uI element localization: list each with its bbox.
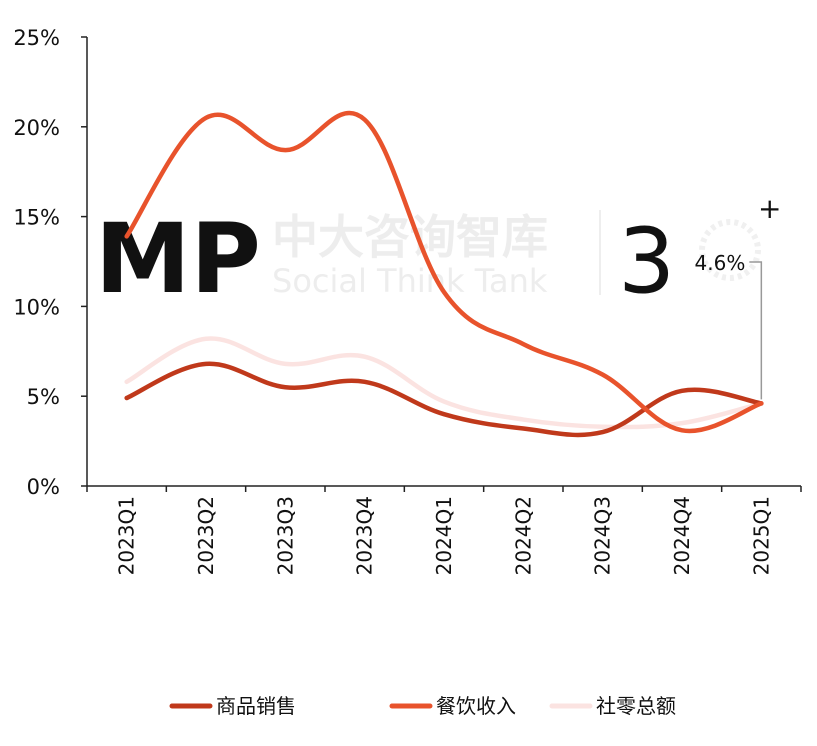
axes: 0% 5% 10% 15% 20% 25% 2023Q1 2023Q2 2023Q3 2023Q4… xyxy=(13,26,802,575)
annotation: 4.6% xyxy=(695,251,763,400)
x-tick-label: 2024Q1 xyxy=(432,496,456,575)
watermark-plus: + xyxy=(758,192,781,225)
series-line-0 xyxy=(124,361,764,438)
legend-label-0: 商品销售 xyxy=(216,694,296,718)
annotation-label: 4.6% xyxy=(695,251,746,275)
x-tick-label: 2023Q4 xyxy=(353,496,377,575)
x-tick-label: 2023Q2 xyxy=(194,496,218,575)
series-lines xyxy=(124,110,764,438)
legend-label-1: 餐饮收入 xyxy=(436,694,516,718)
watermark-subtitle: Social Think Tank xyxy=(272,262,548,300)
annotation-leader xyxy=(749,261,763,400)
legend-label-2: 社零总额 xyxy=(596,694,676,718)
x-tick-label: 2024Q4 xyxy=(670,496,694,575)
y-tick-label: 25% xyxy=(13,26,60,50)
y-tick-label: 10% xyxy=(13,295,60,319)
x-tick-label: 2025Q1 xyxy=(749,496,773,575)
x-tick-label: 2023Q3 xyxy=(273,496,297,575)
watermark-emblem xyxy=(699,219,761,281)
y-tick-label: 15% xyxy=(13,206,60,230)
y-tick-label: 5% xyxy=(27,385,60,409)
legend: 商品销售 餐饮收入 社零总额 xyxy=(169,694,676,718)
x-tick-label: 2024Q2 xyxy=(511,496,535,575)
watermark-number: 3 xyxy=(618,209,675,314)
y-tick-label: 20% xyxy=(13,116,60,140)
series-line-1 xyxy=(124,110,764,434)
y-tick-label: 0% xyxy=(27,475,60,499)
series-line-2 xyxy=(124,336,764,430)
watermark-logo: MP xyxy=(95,203,261,315)
x-tick-label: 2023Q1 xyxy=(115,496,139,575)
watermark: MP 中大咨询智库 Social Think Tank 3 + xyxy=(95,192,781,315)
x-tick-label: 2024Q3 xyxy=(591,496,615,575)
